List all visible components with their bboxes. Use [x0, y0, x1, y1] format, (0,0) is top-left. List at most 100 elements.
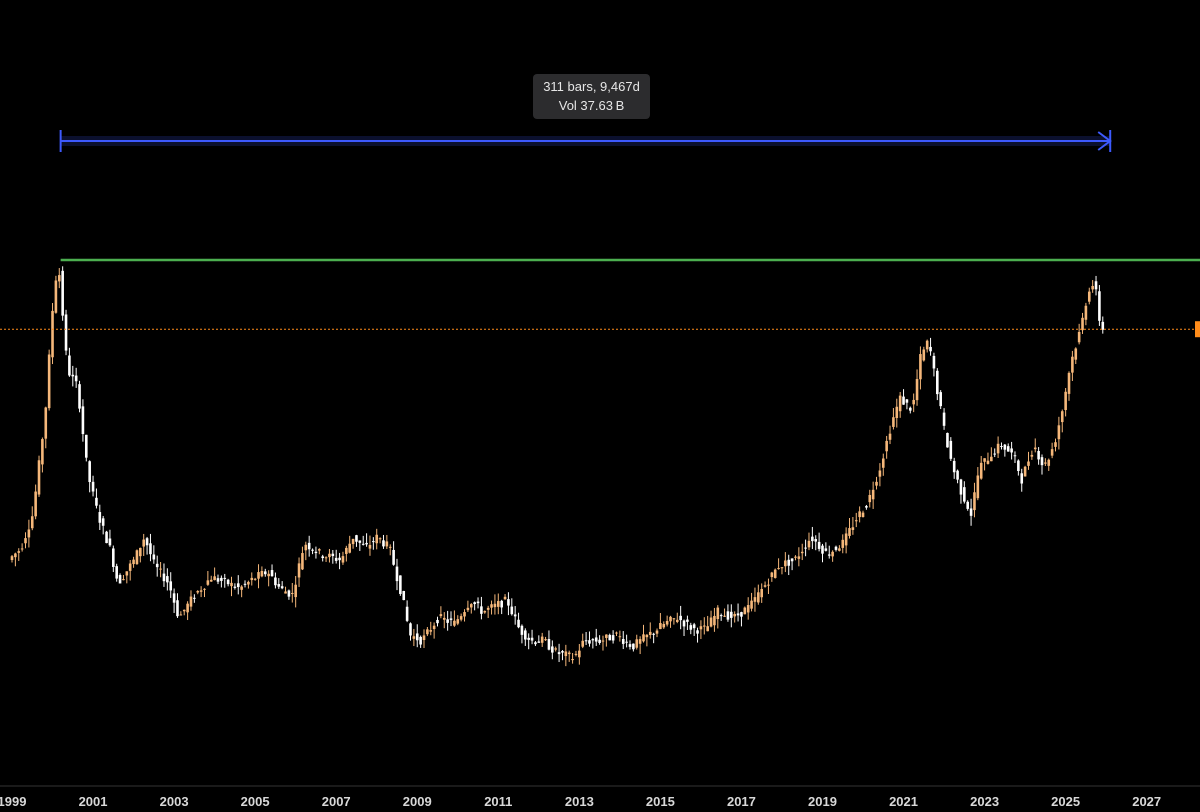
- candle-up: [10, 556, 14, 561]
- candle-up: [422, 635, 426, 641]
- candle-down: [166, 576, 169, 583]
- candle-up: [807, 540, 811, 548]
- candle-up: [912, 399, 915, 405]
- date-range-measure-arrow[interactable]: [59, 130, 1112, 152]
- candle-down: [520, 625, 524, 635]
- candle-down: [790, 558, 794, 562]
- candle-up: [1071, 356, 1074, 373]
- candle-down: [608, 634, 612, 641]
- candle-up: [996, 443, 1000, 454]
- candle-up: [858, 511, 861, 518]
- candle-up: [496, 601, 500, 607]
- candle-down: [679, 615, 682, 621]
- candle-down: [591, 639, 595, 641]
- candle-up: [179, 614, 183, 616]
- candle-down: [355, 535, 358, 542]
- candle-up: [230, 582, 233, 587]
- candle-down: [216, 578, 220, 582]
- candle-up: [841, 539, 845, 548]
- candle-up: [247, 581, 250, 585]
- candle-down: [969, 508, 973, 516]
- candle-up: [426, 629, 429, 635]
- candle-up: [125, 571, 129, 576]
- candle-down: [719, 615, 723, 617]
- candle-down: [547, 639, 551, 650]
- candle-up: [716, 607, 720, 620]
- candle-down: [594, 637, 598, 642]
- candle-up: [54, 280, 58, 313]
- candle-up: [564, 651, 568, 657]
- candle-up: [30, 516, 34, 529]
- candle-up: [838, 548, 841, 551]
- candle-down: [946, 432, 949, 448]
- candle-up: [1027, 461, 1030, 466]
- candle-down: [787, 559, 791, 566]
- candle-up: [638, 639, 642, 644]
- candle-up: [1081, 317, 1084, 331]
- candle-down: [118, 575, 122, 584]
- candle-up: [851, 527, 855, 530]
- candle-up: [186, 603, 189, 613]
- candle-up: [128, 563, 132, 571]
- candle-down: [908, 407, 912, 411]
- candle-down: [557, 652, 561, 655]
- candle-up: [132, 559, 135, 565]
- candle-down: [1000, 446, 1003, 448]
- candle-up: [1033, 447, 1037, 450]
- candle-down: [696, 630, 699, 634]
- candle-up: [699, 626, 703, 630]
- candle-down: [176, 600, 179, 617]
- candle-down: [527, 637, 530, 640]
- candle-up: [655, 630, 659, 634]
- candle-up: [348, 543, 352, 553]
- candle-down: [395, 566, 399, 582]
- candle-down: [621, 639, 625, 644]
- candle-up: [540, 636, 544, 643]
- candle-up: [257, 572, 260, 579]
- candle-down: [84, 434, 88, 458]
- candle-down: [821, 545, 824, 554]
- candle-up: [341, 556, 345, 563]
- candle-up: [567, 652, 571, 655]
- candle-up: [1054, 442, 1057, 447]
- candle-down: [611, 635, 615, 641]
- candle-up: [432, 625, 436, 630]
- candle-up: [250, 577, 254, 581]
- candle-up: [267, 573, 270, 577]
- candle-up: [659, 623, 662, 630]
- candle-down: [827, 554, 831, 556]
- candle-up: [571, 659, 574, 661]
- candle-down: [358, 540, 362, 543]
- candle-up: [429, 630, 433, 632]
- candle-up: [1064, 391, 1067, 411]
- candle-down: [334, 557, 338, 561]
- candle-up: [368, 544, 372, 549]
- candle-down: [243, 583, 247, 585]
- x-tick-label: 2007: [322, 794, 351, 809]
- candle-down: [817, 541, 821, 549]
- candle-down: [932, 355, 936, 369]
- candle-down: [517, 619, 520, 628]
- candle-down: [726, 611, 730, 620]
- candle-down: [108, 538, 112, 546]
- x-tick-label: 2017: [727, 794, 756, 809]
- candle-up: [854, 520, 858, 522]
- candle-up: [777, 568, 780, 570]
- candle-down: [963, 487, 966, 502]
- candle-up: [351, 538, 355, 545]
- candle-down: [270, 570, 274, 577]
- candle-up: [51, 310, 54, 358]
- candle-down: [966, 501, 970, 509]
- candle-up: [794, 556, 797, 558]
- candle-up: [973, 492, 976, 511]
- candle-up: [753, 597, 757, 602]
- candle-up: [47, 354, 51, 409]
- candle-up: [318, 549, 321, 551]
- candle-up: [135, 550, 139, 565]
- candle-up: [544, 639, 547, 641]
- candle-down: [598, 639, 601, 643]
- candle-up: [34, 491, 37, 517]
- candle-down: [392, 549, 395, 565]
- candle-up: [17, 551, 21, 553]
- candle-up: [578, 650, 581, 658]
